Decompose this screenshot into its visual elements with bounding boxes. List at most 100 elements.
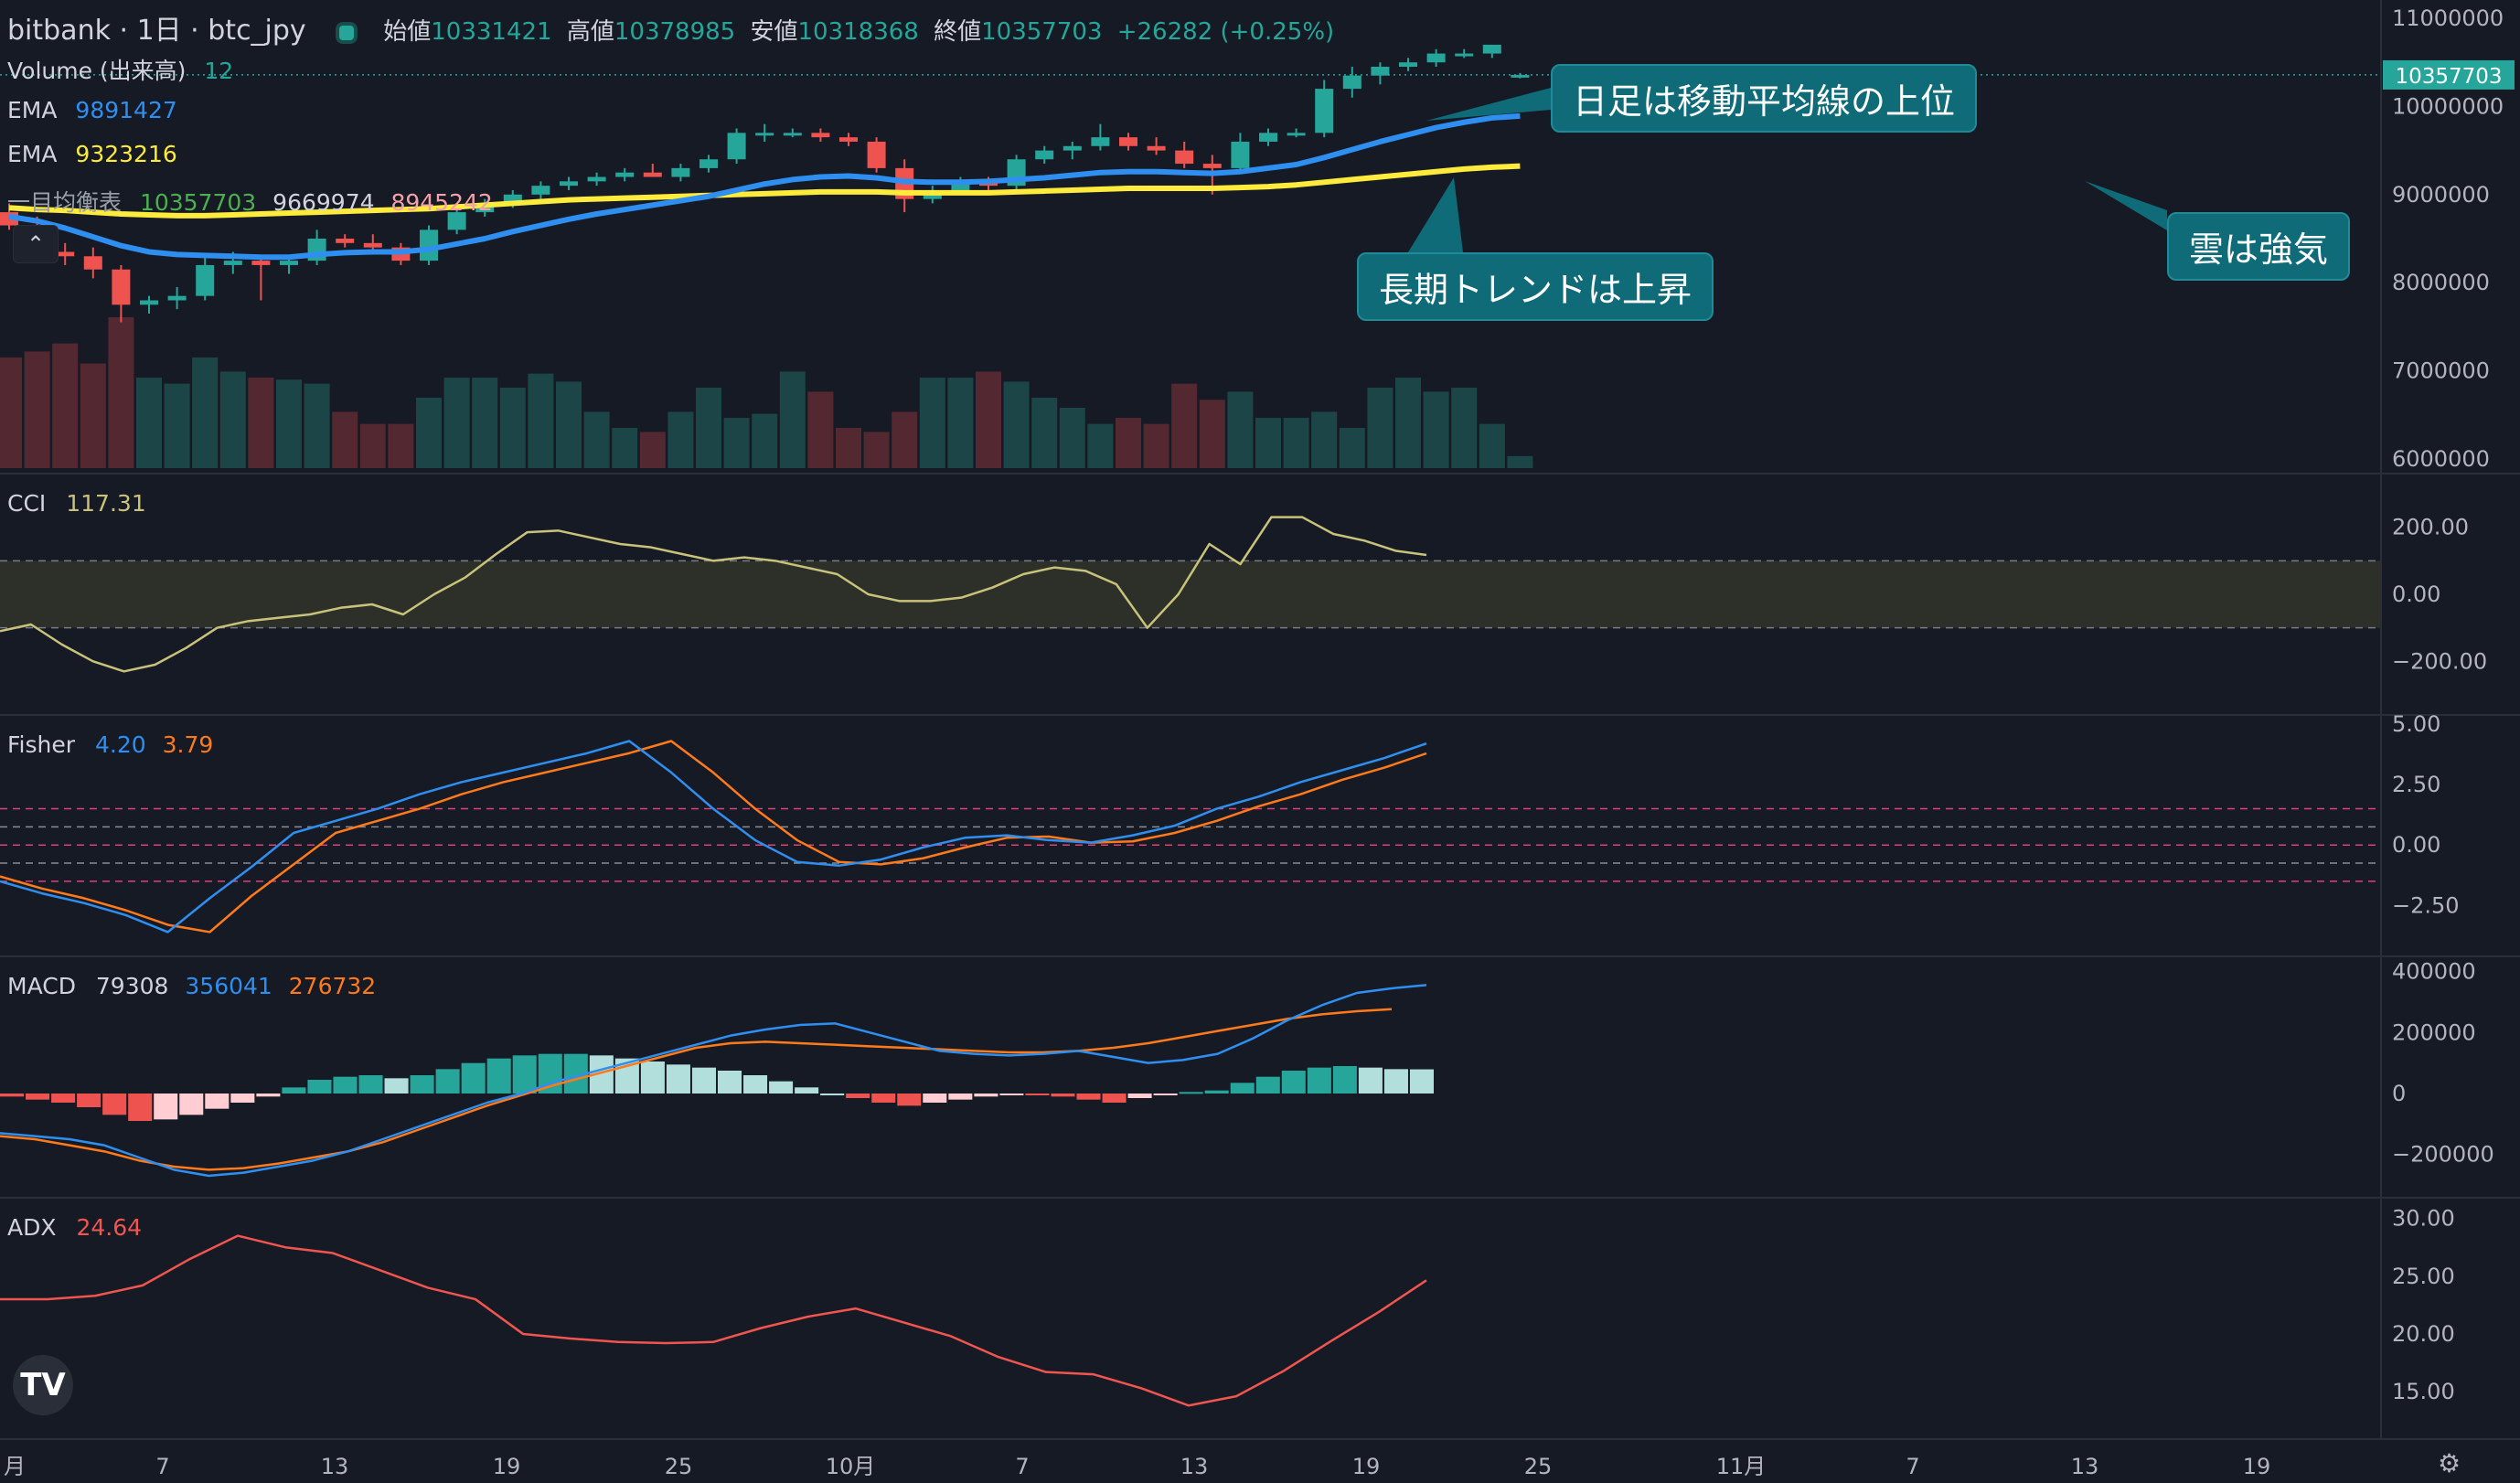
volume-bar-22 xyxy=(612,428,638,468)
volume-bar-44 xyxy=(1227,391,1254,468)
candle-body-2 xyxy=(56,251,75,257)
fisher-value: 4.20 xyxy=(95,731,146,758)
legend-ema-slow-name: EMA xyxy=(7,141,58,167)
macd-hist-bar-35 xyxy=(897,1094,922,1106)
candle-3 xyxy=(83,247,102,279)
x-tick-label-1: 7 xyxy=(155,1454,169,1479)
macd-hist-bar-13 xyxy=(333,1076,358,1094)
candle-32 xyxy=(895,159,914,213)
candle-body-42 xyxy=(1175,150,1194,165)
candle-body-37 xyxy=(1035,150,1054,160)
macd-hist-bar-54 xyxy=(1383,1069,1408,1094)
volume-bar-20 xyxy=(556,381,582,468)
candle-body-47 xyxy=(1315,89,1334,133)
macd-hist-bar-16 xyxy=(410,1075,434,1094)
x-tick-label-2: 13 xyxy=(321,1454,349,1479)
candle-body-7 xyxy=(196,264,215,296)
legend-ema-slow-value: 9323216 xyxy=(75,141,177,167)
volume-bar-53 xyxy=(1479,423,1505,468)
candle-body-46 xyxy=(1287,133,1306,136)
candle-body-18 xyxy=(503,194,522,204)
macd-hist-bar-2 xyxy=(51,1094,76,1103)
macd-y-tick-2: 0 xyxy=(2392,1081,2406,1106)
legend-fisher[interactable]: Fisher 4.20 3.79 xyxy=(7,731,213,758)
annotation-long-trend[interactable]: 長期トレンドは上昇 xyxy=(1357,252,1714,321)
volume-bar-2 xyxy=(52,343,79,468)
candle-body-30 xyxy=(839,137,858,142)
legend-volume[interactable]: Volume (出来高) 12 xyxy=(7,53,233,86)
annotation-cloud-bullish[interactable]: 雲は強気 xyxy=(2167,212,2351,281)
macd-title: MACD xyxy=(7,973,76,999)
tradingview-logo-icon[interactable]: TV xyxy=(13,1355,73,1415)
candle-body-27 xyxy=(755,133,774,136)
macd-hist-bar-10 xyxy=(256,1094,281,1097)
volume-bar-52 xyxy=(1451,388,1478,468)
macd-hist-bar-34 xyxy=(871,1094,896,1103)
low-label: 安値 xyxy=(750,18,798,46)
settings-gear-icon[interactable]: ⚙ xyxy=(2438,1448,2461,1478)
x-tick-label-9: 25 xyxy=(1524,1454,1553,1479)
macd-hist-bar-6 xyxy=(154,1094,178,1120)
ohlc-header: bitbank · 1日 · btc_jpy 始値10331421 高値1037… xyxy=(7,7,1334,48)
adx-line xyxy=(0,1234,1427,1407)
volume-bar-5 xyxy=(136,378,162,468)
candle-body-50 xyxy=(1399,62,1417,68)
adx-value: 24.64 xyxy=(76,1214,143,1241)
candle-body-4 xyxy=(112,269,131,305)
candle-48 xyxy=(1342,67,1361,98)
macd-hist-bar-30 xyxy=(769,1081,794,1094)
macd-hist-bar-25 xyxy=(640,1062,665,1094)
candle-44 xyxy=(1231,133,1250,173)
candle-body-5 xyxy=(140,300,158,305)
legend-adx[interactable]: ADX 24.64 xyxy=(7,1214,142,1241)
macd-hist-bar-18 xyxy=(461,1062,486,1094)
legend-macd[interactable]: MACD 79308 356041 276732 xyxy=(7,973,376,999)
x-tick-label-8: 19 xyxy=(1352,1454,1381,1479)
cci-title: CCI xyxy=(7,490,47,517)
candle-body-16 xyxy=(447,212,466,230)
collapse-chevron-icon[interactable]: ⌃ xyxy=(13,225,59,263)
legend-ema-slow[interactable]: EMA 9323216 xyxy=(7,141,177,167)
callout-pointer-1 xyxy=(1426,88,1551,121)
macd-hist-bar-55 xyxy=(1409,1069,1434,1094)
ema-slow-line xyxy=(8,163,1521,219)
x-tick-label-5: 10月 xyxy=(826,1454,876,1479)
macd-hist-bar-45 xyxy=(1153,1094,1178,1095)
legend-ichimoku[interactable]: 一目均衡表 10357703 9669974 8945242 xyxy=(7,185,493,218)
legend-cci[interactable]: CCI 117.31 xyxy=(7,490,146,517)
legend-ema-fast[interactable]: EMA 9891427 xyxy=(7,97,177,123)
high-label: 高値 xyxy=(566,18,614,46)
fisher-line xyxy=(0,740,1427,934)
macd-value: 356041 xyxy=(185,973,272,999)
volume-bar-38 xyxy=(1059,408,1085,468)
macd-hist-bar-15 xyxy=(384,1078,409,1094)
macd-hist-bar-48 xyxy=(1230,1083,1255,1094)
volume-bar-19 xyxy=(528,373,554,468)
macd-hist-bar-3 xyxy=(77,1094,101,1107)
volume-bar-1 xyxy=(24,351,50,468)
volume-bar-3 xyxy=(80,363,106,468)
candle-21 xyxy=(587,172,606,187)
macd-hist-bar-32 xyxy=(820,1094,845,1095)
volume-bar-32 xyxy=(892,411,918,468)
candle-body-21 xyxy=(587,176,606,182)
annotation-above-ema[interactable]: 日足は移動平均線の上位 xyxy=(1551,64,1978,133)
macd-histogram-value: 79308 xyxy=(95,973,169,999)
candle-6 xyxy=(167,287,187,310)
volume-bar-40 xyxy=(1116,418,1141,468)
close-value: 10357703 xyxy=(981,18,1103,46)
x-tick-label-10: 11月 xyxy=(1716,1454,1767,1479)
candle-body-51 xyxy=(1426,53,1446,63)
macd-hist-bar-19 xyxy=(486,1058,511,1094)
fisher-y-tick-0: 5.00 xyxy=(2392,711,2440,737)
macd-hist-bar-12 xyxy=(307,1080,332,1094)
symbol-title[interactable]: bitbank · 1日 · btc_jpy xyxy=(7,15,306,47)
legend-ichimoku-value-2: 9669974 xyxy=(272,189,375,216)
candle-4 xyxy=(112,264,131,323)
macd-hist-bar-33 xyxy=(846,1094,870,1098)
volume-bar-49 xyxy=(1367,388,1393,468)
macd-y-tick-1: 200000 xyxy=(2392,1019,2476,1045)
volume-bar-0 xyxy=(0,357,22,468)
candle-body-48 xyxy=(1342,75,1361,90)
